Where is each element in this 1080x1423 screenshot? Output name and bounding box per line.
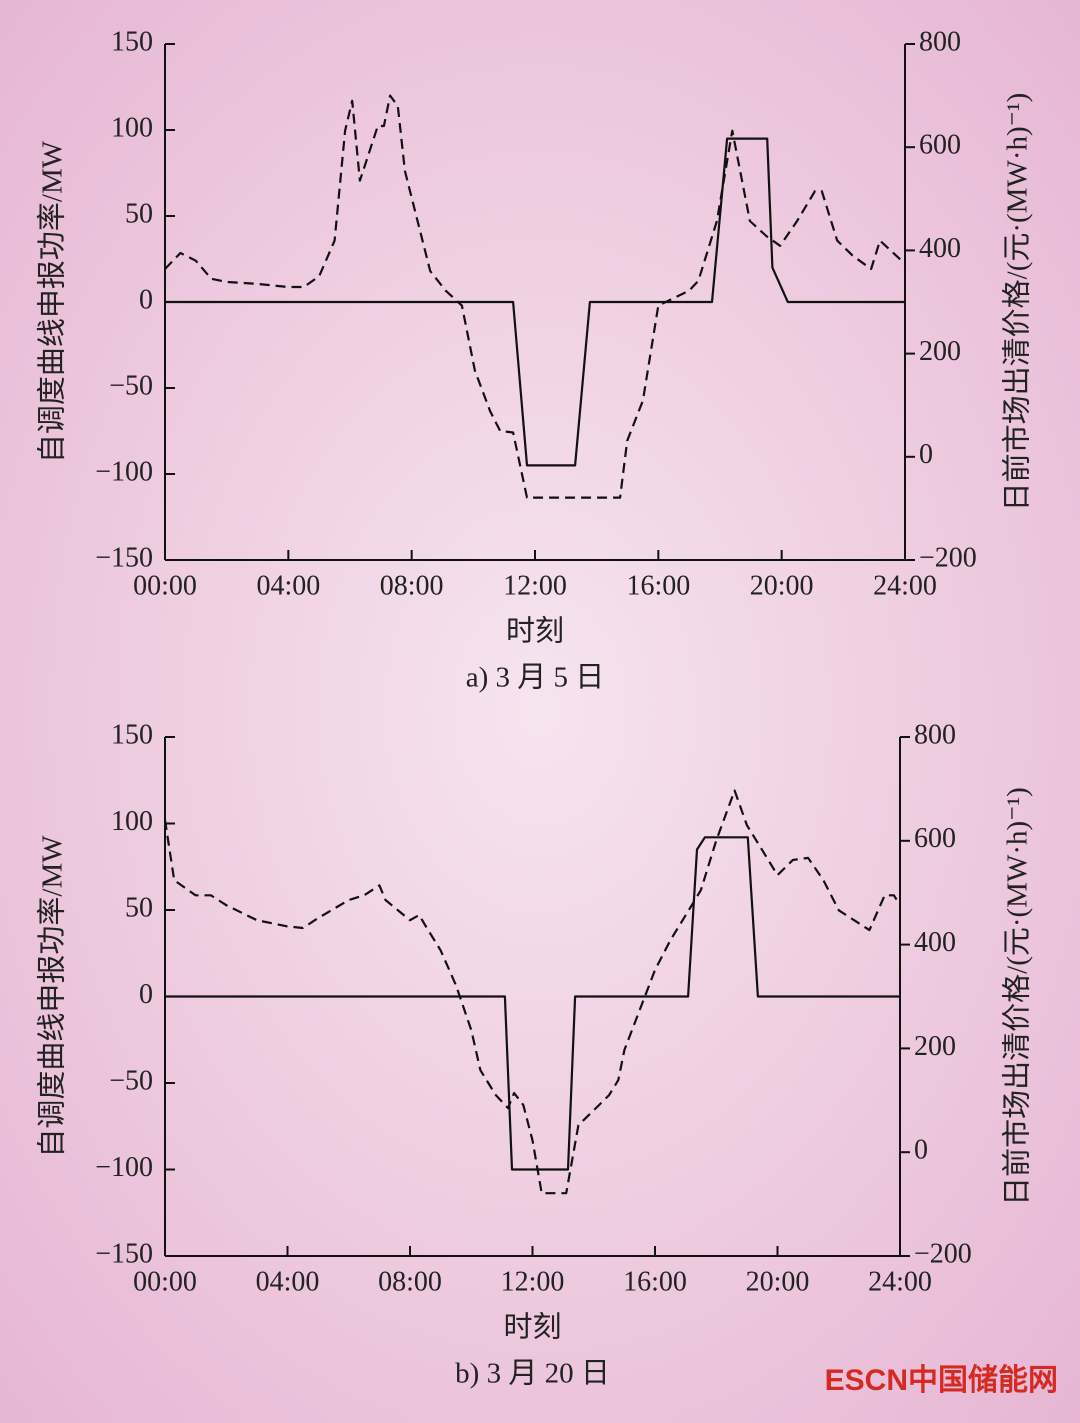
y-tick-label: −50 xyxy=(109,370,153,401)
y2-tick-label: 600 xyxy=(914,823,956,854)
y2-tick-label: 400 xyxy=(914,927,956,958)
y-tick-label: −100 xyxy=(95,1152,153,1183)
y2-tick-label: 400 xyxy=(919,233,961,264)
y-tick-label: 100 xyxy=(111,112,153,143)
x-tick-label: 04:00 xyxy=(256,1266,320,1297)
x-tick-label: 12:00 xyxy=(501,1266,565,1297)
data-line xyxy=(164,94,906,499)
y-tick-label: −50 xyxy=(109,1065,153,1096)
y2-tick-label: 200 xyxy=(919,336,961,367)
x-tick-label: 16:00 xyxy=(626,570,690,601)
x-tick-label: 12:00 xyxy=(503,570,567,601)
y2-tick-label: −200 xyxy=(919,542,977,573)
y-axis-label: 自调度曲线申报功率/MW xyxy=(36,140,69,463)
x-tick-label: 24:00 xyxy=(868,1266,932,1297)
watermark: ESCN中国储能网 xyxy=(825,1364,1058,1397)
y-axis-label: 自调度曲线申报功率/MW xyxy=(36,835,69,1158)
y-tick-label: 0 xyxy=(139,979,153,1010)
y2-tick-label: 800 xyxy=(919,26,961,57)
y2-tick-label: 0 xyxy=(914,1135,928,1166)
x-tick-label: 24:00 xyxy=(873,570,937,601)
x-axis-label: 时刻 xyxy=(506,615,564,648)
x-tick-label: 20:00 xyxy=(746,1266,810,1297)
x-tick-label: 00:00 xyxy=(133,570,197,601)
y-tick-label: 150 xyxy=(111,719,153,750)
y-tick-label: −150 xyxy=(95,542,153,573)
y-tick-label: 50 xyxy=(125,198,153,229)
y2-tick-label: 800 xyxy=(914,719,956,750)
y-tick-label: 150 xyxy=(111,26,153,57)
y2-tick-label: −200 xyxy=(914,1238,972,1269)
caption: a) 3 月 5 日 xyxy=(466,662,605,694)
y-tick-label: 100 xyxy=(111,806,153,837)
y-tick-label: 50 xyxy=(125,892,153,923)
x-axis-label: 时刻 xyxy=(503,1311,561,1344)
data-line xyxy=(165,836,900,1171)
y2-axis-label: 日前市场出清价格/(元·(MW·h)⁻¹) xyxy=(1001,93,1034,512)
y-tick-label: −150 xyxy=(95,1238,153,1269)
x-tick-label: 08:00 xyxy=(378,1266,442,1297)
data-line xyxy=(163,789,901,1195)
y-tick-label: −100 xyxy=(95,456,153,487)
y2-tick-label: 600 xyxy=(919,130,961,161)
x-tick-label: 04:00 xyxy=(256,570,320,601)
y2-axis-label: 日前市场出清价格/(元·(MW·h)⁻¹) xyxy=(1001,787,1034,1206)
x-tick-label: 20:00 xyxy=(750,570,814,601)
caption: b) 3 月 20 日 xyxy=(455,1358,610,1390)
y-tick-label: 0 xyxy=(139,284,153,315)
x-tick-label: 00:00 xyxy=(133,1266,197,1297)
x-tick-label: 08:00 xyxy=(380,570,444,601)
data-line xyxy=(165,137,905,467)
y2-tick-label: 200 xyxy=(914,1031,956,1062)
y2-tick-label: 0 xyxy=(919,439,933,470)
x-tick-label: 16:00 xyxy=(623,1266,687,1297)
